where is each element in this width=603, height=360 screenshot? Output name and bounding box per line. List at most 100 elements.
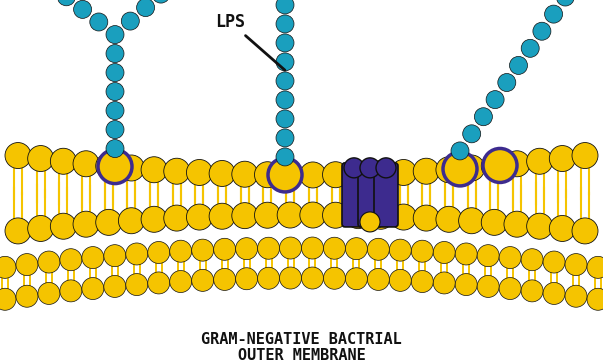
Circle shape	[57, 0, 75, 6]
Circle shape	[213, 238, 236, 260]
Circle shape	[192, 239, 213, 261]
Circle shape	[126, 243, 148, 265]
Circle shape	[126, 274, 148, 296]
Circle shape	[152, 0, 170, 3]
Circle shape	[73, 151, 99, 177]
Circle shape	[455, 274, 477, 296]
Circle shape	[521, 39, 539, 57]
Circle shape	[96, 153, 122, 179]
Circle shape	[276, 34, 294, 52]
Circle shape	[137, 0, 154, 17]
Circle shape	[276, 129, 294, 147]
Circle shape	[323, 267, 346, 289]
Circle shape	[360, 158, 380, 178]
Circle shape	[169, 270, 192, 293]
Circle shape	[257, 237, 280, 259]
Circle shape	[434, 242, 455, 264]
Circle shape	[60, 280, 82, 302]
Circle shape	[302, 267, 323, 289]
Circle shape	[186, 159, 212, 185]
Circle shape	[390, 269, 411, 291]
Circle shape	[499, 247, 521, 269]
Circle shape	[543, 283, 565, 305]
Circle shape	[346, 238, 367, 260]
Circle shape	[232, 203, 258, 229]
Circle shape	[368, 161, 394, 186]
Circle shape	[543, 251, 565, 273]
Circle shape	[276, 110, 294, 128]
Circle shape	[451, 142, 469, 160]
Circle shape	[504, 211, 530, 237]
Circle shape	[510, 57, 528, 75]
Circle shape	[60, 249, 82, 271]
Circle shape	[106, 64, 124, 82]
Circle shape	[486, 91, 504, 109]
Circle shape	[236, 238, 257, 260]
Circle shape	[104, 275, 126, 297]
Circle shape	[344, 158, 364, 178]
Circle shape	[526, 213, 552, 239]
Circle shape	[300, 202, 326, 228]
Circle shape	[186, 204, 212, 230]
Circle shape	[391, 159, 417, 185]
Circle shape	[459, 208, 485, 234]
Circle shape	[148, 242, 169, 264]
Circle shape	[477, 275, 499, 297]
Circle shape	[276, 148, 294, 166]
Circle shape	[549, 216, 575, 242]
Circle shape	[51, 148, 77, 174]
Circle shape	[28, 145, 54, 171]
Circle shape	[74, 0, 92, 18]
Circle shape	[413, 158, 439, 184]
Circle shape	[73, 211, 99, 237]
Circle shape	[98, 150, 132, 184]
Circle shape	[5, 143, 31, 168]
FancyBboxPatch shape	[342, 163, 366, 227]
Circle shape	[118, 208, 144, 234]
Circle shape	[277, 162, 303, 188]
Circle shape	[459, 155, 485, 181]
Circle shape	[164, 205, 190, 231]
Circle shape	[499, 278, 521, 300]
Circle shape	[213, 269, 236, 291]
Circle shape	[549, 145, 575, 171]
Circle shape	[106, 140, 124, 158]
Circle shape	[587, 256, 603, 278]
Circle shape	[0, 288, 16, 310]
Circle shape	[376, 158, 396, 178]
Circle shape	[345, 161, 371, 187]
Circle shape	[411, 240, 434, 262]
Circle shape	[323, 237, 346, 259]
Circle shape	[106, 45, 124, 63]
Circle shape	[118, 155, 144, 181]
Circle shape	[141, 206, 167, 232]
Circle shape	[443, 152, 477, 186]
FancyBboxPatch shape	[374, 163, 398, 227]
Circle shape	[28, 216, 54, 242]
Circle shape	[498, 73, 516, 91]
Circle shape	[121, 12, 139, 30]
Circle shape	[411, 270, 434, 293]
Circle shape	[481, 210, 507, 235]
Circle shape	[572, 218, 598, 244]
Circle shape	[82, 247, 104, 269]
Circle shape	[209, 161, 235, 186]
Circle shape	[565, 253, 587, 276]
Circle shape	[164, 158, 190, 184]
Circle shape	[192, 269, 213, 291]
Circle shape	[323, 202, 349, 228]
Circle shape	[367, 269, 390, 291]
Circle shape	[572, 143, 598, 168]
Circle shape	[276, 15, 294, 33]
Circle shape	[545, 5, 563, 23]
Circle shape	[557, 0, 574, 6]
Circle shape	[455, 243, 477, 265]
FancyBboxPatch shape	[358, 163, 382, 227]
Circle shape	[434, 272, 455, 294]
Circle shape	[302, 237, 323, 259]
Circle shape	[38, 283, 60, 305]
Circle shape	[169, 240, 192, 262]
Circle shape	[5, 218, 31, 244]
Circle shape	[300, 162, 326, 188]
Circle shape	[38, 251, 60, 273]
